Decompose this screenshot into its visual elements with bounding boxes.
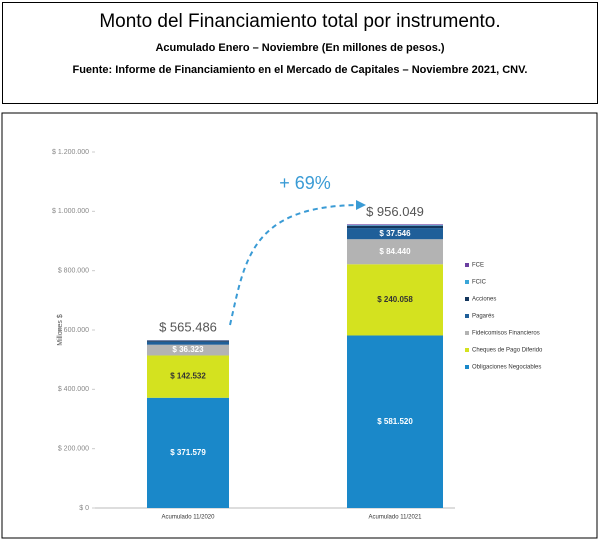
- value-label: $ 371.579: [170, 448, 206, 457]
- y-tick-label: $ 800.000: [58, 268, 89, 275]
- value-label: $ 581.520: [377, 417, 413, 426]
- y-tick-label: $ 200.000: [58, 446, 89, 453]
- y-tick-label: $ 1.200.000: [52, 149, 89, 156]
- bar-segment: [347, 264, 443, 336]
- value-label: $ 37.546: [379, 229, 411, 238]
- legend-swatch: [465, 331, 469, 335]
- growth-annotation: + 69%: [279, 173, 331, 193]
- legend-swatch: [465, 263, 469, 267]
- legend-label: Acciones: [472, 297, 496, 303]
- legend-label: Fideicomisos Financieros: [472, 331, 540, 337]
- legend-swatch: [465, 348, 469, 352]
- bar-segment: [347, 228, 443, 240]
- bar-segment: [147, 355, 229, 398]
- total-label: $ 565.486: [159, 320, 217, 335]
- value-label: $ 142.532: [170, 372, 206, 381]
- legend-label: Pagarés: [472, 314, 494, 320]
- y-tick-label: $ 1.000.000: [52, 208, 89, 215]
- bar-segment: [347, 239, 443, 265]
- legend-swatch: [465, 365, 469, 369]
- title: Monto del Financiamiento total por instr…: [99, 11, 501, 32]
- y-tick-label: $ 400.000: [58, 386, 89, 393]
- total-label: $ 956.049: [366, 204, 424, 219]
- arrow-head: [356, 200, 366, 210]
- legend-label: Cheques de Pago Diferido: [472, 348, 543, 354]
- x-tick-label: Acumulado 11/2020: [162, 515, 216, 521]
- bar-segment: [347, 225, 443, 226]
- y-axis-label: Millones $: [57, 314, 64, 346]
- legend-label: Obligaciones Negociables: [472, 365, 541, 371]
- legend-swatch: [465, 297, 469, 301]
- source: Fuente: Informe de Financiamiento en el …: [72, 64, 528, 76]
- value-label: $ 84.440: [379, 247, 411, 256]
- bar-segment: [347, 335, 443, 508]
- x-tick-label: Acumulado 11/2021: [369, 515, 423, 521]
- y-tick-label: $ 0: [79, 505, 89, 512]
- bar-segment: [147, 344, 229, 356]
- bar-segment: [147, 397, 229, 508]
- legend-label: FCIC: [472, 280, 487, 286]
- y-tick-label: $ 600.000: [58, 327, 89, 334]
- bar-segment: [347, 224, 443, 226]
- chart-frame: [1, 112, 598, 539]
- legend-swatch: [465, 280, 469, 284]
- header: Monto del Financiamiento total por instr…: [2, 2, 598, 104]
- subtitle: Acumulado Enero – Noviembre (En millones…: [155, 42, 445, 54]
- bar-segment: [147, 340, 229, 342]
- bar-segment: [347, 225, 443, 229]
- legend-swatch: [465, 314, 469, 318]
- value-label: $ 36.323: [172, 345, 204, 354]
- growth-arrow: [229, 204, 363, 326]
- value-label: $ 240.058: [377, 295, 413, 304]
- legend-label: FCE: [472, 263, 484, 269]
- bar-segment: [147, 341, 229, 345]
